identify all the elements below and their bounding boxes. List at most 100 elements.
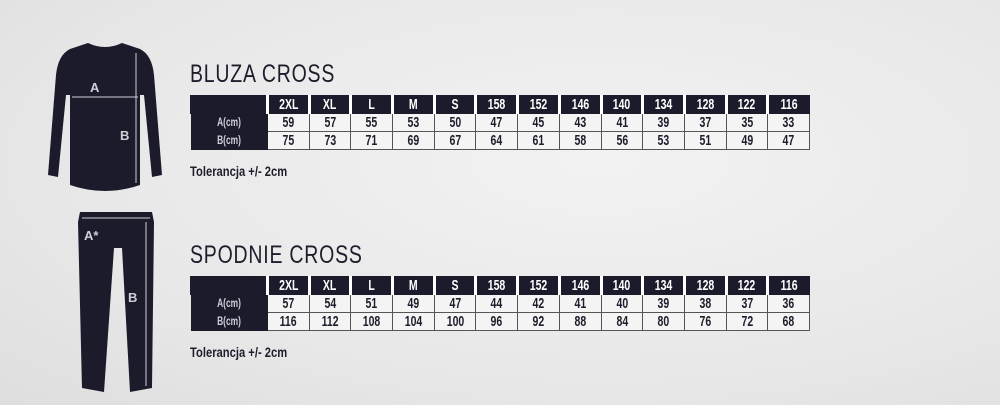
table-cell-text: 49 <box>741 132 753 149</box>
table-cell: 71 <box>350 131 394 150</box>
sweatshirt-label-a: A <box>90 80 100 95</box>
size-header: 128 <box>682 95 727 114</box>
table-row-a: A(cm) 57 54 51 49 47 44 42 41 40 39 38 37 36 <box>191 294 810 313</box>
table-cell: 40 <box>600 294 644 313</box>
table-cell: 38 <box>683 294 727 313</box>
sweatshirt-label-b: B <box>120 128 129 143</box>
table-cell-text: 116 <box>279 313 297 330</box>
bluza-tolerance: Tolerancja +/- 2cm <box>190 163 288 179</box>
size-header: 116 <box>766 95 810 114</box>
table-cell: 53 <box>642 131 685 150</box>
table-cell: 53 <box>392 113 435 132</box>
size-header: 134 <box>641 276 685 295</box>
table-cell: 39 <box>642 294 685 313</box>
header-row: 2XL XL L M S 158 152 146 140 134 128 122 116 <box>190 95 810 114</box>
table-cell: 112 <box>308 312 352 331</box>
table-cell-text: 36 <box>782 295 795 312</box>
table-row-a: A(cm) 59 57 55 53 50 47 45 43 41 39 37 35 33 <box>191 113 810 132</box>
table-cell-text: 53 <box>407 114 420 131</box>
size-header: 128 <box>682 276 727 295</box>
size-header-text: L <box>368 277 375 294</box>
table-cell: 56 <box>600 131 644 150</box>
table-cell-text: 57 <box>282 295 295 312</box>
table-cell-text: 80 <box>657 313 670 330</box>
table-cell-text: 84 <box>616 313 628 330</box>
table-cell-text: 47 <box>490 114 503 131</box>
row-label-text: A(cm) <box>217 296 242 310</box>
table-cell: 104 <box>392 312 435 331</box>
table-cell: 58 <box>558 131 602 150</box>
size-header-text: 158 <box>488 277 506 294</box>
size-header-text: 128 <box>696 277 714 294</box>
table-cell-text: 67 <box>449 132 461 149</box>
table-cell: 45 <box>517 113 560 132</box>
bluza-size-table: 2XL XL L M S 158 152 146 140 134 128 122 116 A(cm) 59… <box>190 95 810 150</box>
size-header-text: 140 <box>613 277 631 294</box>
table-cell-text: 54 <box>324 295 336 312</box>
size-header-text: 2XL <box>278 277 298 294</box>
size-header: M <box>391 276 435 295</box>
table-cell: 116 <box>267 312 310 331</box>
size-header-text: 140 <box>613 96 631 113</box>
table-cell-text: 51 <box>365 295 378 312</box>
size-header-text: S <box>451 96 459 113</box>
size-header-text: 134 <box>654 277 673 294</box>
table-cell-text: 37 <box>741 295 753 312</box>
table-cell: 49 <box>725 131 769 150</box>
table-cell: 54 <box>308 294 352 313</box>
size-header: 140 <box>599 276 644 295</box>
size-header: 122 <box>724 95 769 114</box>
table-cell-text: 41 <box>574 295 586 312</box>
table-row-b: B(cm) 75 73 71 69 67 64 61 58 56 53 51 49 47 <box>191 131 810 150</box>
size-header-text: 2XL <box>278 96 298 113</box>
table-cell-text: 45 <box>532 114 545 131</box>
table-cell: 67 <box>433 131 477 150</box>
table-cell: 75 <box>267 131 310 150</box>
size-header-text: 122 <box>738 96 756 113</box>
row-label: A(cm) <box>191 294 268 313</box>
table-cell: 96 <box>475 312 519 331</box>
table-cell-text: 39 <box>657 114 670 131</box>
table-cell-text: 33 <box>782 114 795 131</box>
pants-label-b: B <box>128 290 137 305</box>
table-cell: 41 <box>558 294 602 313</box>
size-header: 146 <box>557 276 602 295</box>
row-label: B(cm) <box>191 312 268 331</box>
table-cell: 42 <box>517 294 560 313</box>
table-cell: 69 <box>392 131 435 150</box>
table-cell: 57 <box>308 113 352 132</box>
size-header-text: 146 <box>571 96 589 113</box>
table-cell-text: 50 <box>449 114 461 131</box>
table-cell-text: 64 <box>490 132 503 149</box>
table-cell-text: 59 <box>282 114 295 131</box>
size-header: 140 <box>599 95 644 114</box>
size-header: 158 <box>474 95 519 114</box>
table-cell: 47 <box>433 294 477 313</box>
table-cell: 33 <box>767 113 810 132</box>
size-header-text: M <box>409 96 418 113</box>
size-header: 122 <box>724 276 769 295</box>
table-cell: 37 <box>725 294 769 313</box>
size-header: L <box>349 95 394 114</box>
size-header: 116 <box>766 276 810 295</box>
table-cell: 73 <box>308 131 352 150</box>
header-row: 2XL XL L M S 158 152 146 140 134 128 122 116 <box>190 276 810 295</box>
table-cell: 37 <box>683 113 727 132</box>
size-header-text: M <box>409 277 418 294</box>
size-header: 2XL <box>266 276 310 295</box>
table-cell: 84 <box>600 312 644 331</box>
table-cell-text: 39 <box>657 295 670 312</box>
table-cell: 64 <box>475 131 519 150</box>
size-header-text: 146 <box>571 277 589 294</box>
pants-silhouette <box>78 212 154 392</box>
table-cell-text: 43 <box>574 114 586 131</box>
table-cell: 76 <box>683 312 727 331</box>
table-cell: 51 <box>350 294 394 313</box>
table-cell: 59 <box>267 113 310 132</box>
table-cell-text: 72 <box>741 313 753 330</box>
table-cell-text: 37 <box>699 114 712 131</box>
table-cell-text: 35 <box>741 114 753 131</box>
table-cell-text: 100 <box>446 313 464 330</box>
table-cell-text: 58 <box>574 132 586 149</box>
table-cell-text: 75 <box>282 132 295 149</box>
